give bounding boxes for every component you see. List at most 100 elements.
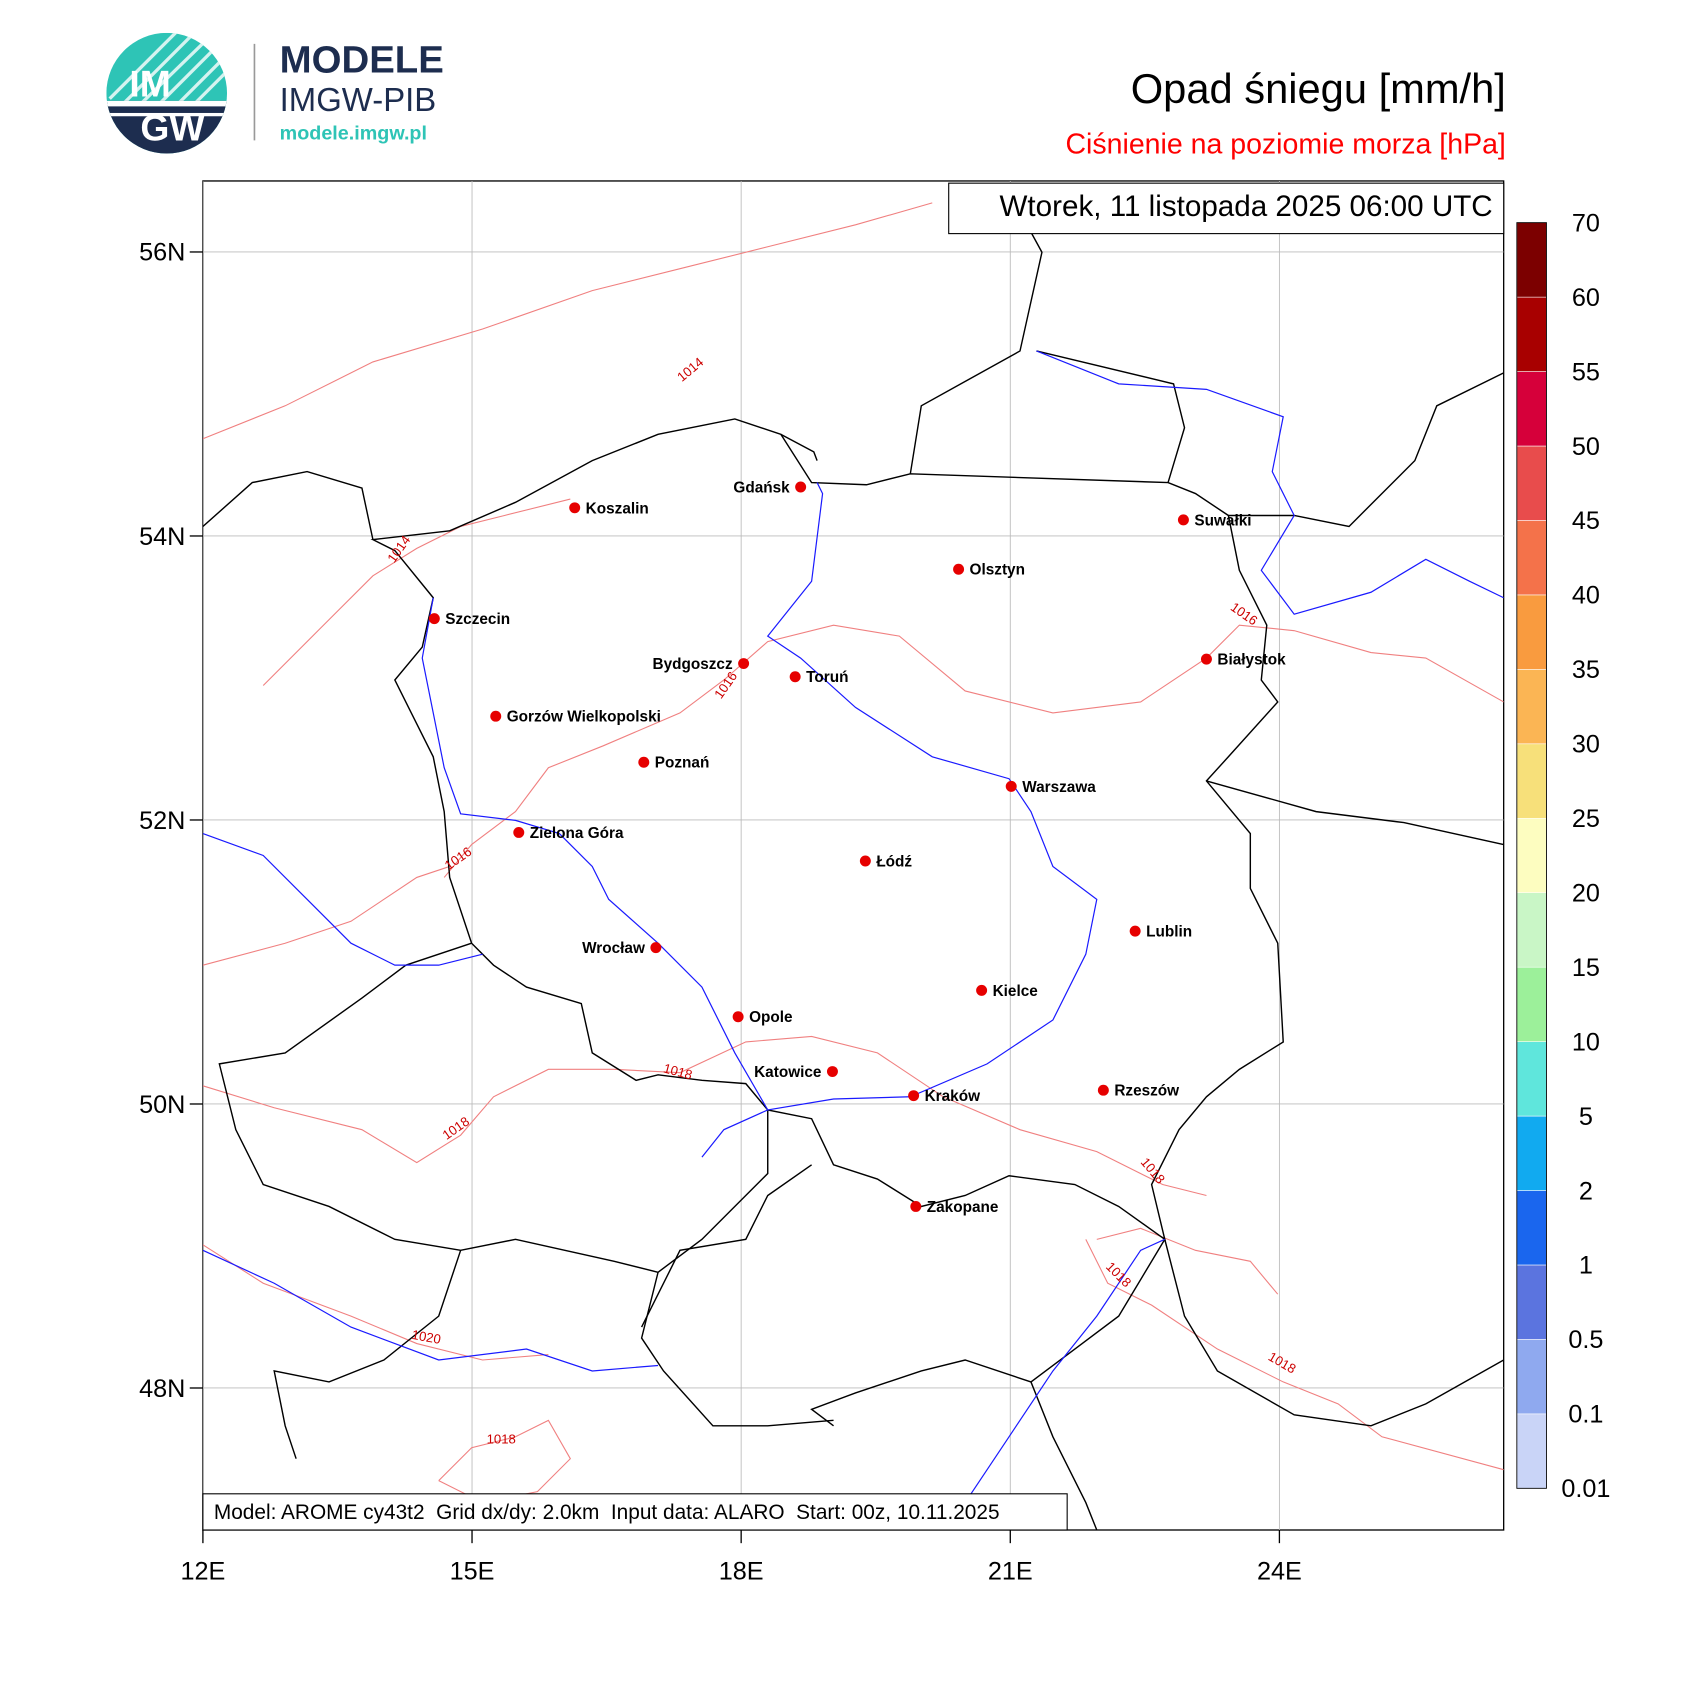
border [1206, 780, 1504, 846]
axes: 12E 15E 18E 21E 24E 48N 50N 52N 54N 56N [139, 239, 1302, 1586]
colorbar-label: 0.5 [1568, 1326, 1603, 1354]
city-label: Suwałki [1194, 512, 1251, 529]
colorbar-box [1516, 1264, 1547, 1340]
city-label: Lublin [1146, 924, 1192, 941]
colorbar-label: 55 [1572, 358, 1600, 386]
river [202, 1249, 659, 1372]
colorbar-box [1516, 1339, 1547, 1415]
border [1036, 350, 1186, 483]
colorbar-box [1516, 520, 1547, 596]
colorbar-box [1516, 669, 1547, 745]
colorbar-label: 1 [1579, 1252, 1593, 1280]
colorbar-box [1516, 817, 1547, 893]
city-label: Szczecin [445, 611, 510, 628]
city-dot [1129, 925, 1141, 937]
model-info: Model: AROME cy43t2 Grid dx/dy: 2.0km In… [214, 1501, 1000, 1524]
colorbar-label: 40 [1572, 582, 1600, 610]
colorbar-label: 25 [1572, 805, 1600, 833]
title: Opad śniegu [mm/h] [1131, 65, 1506, 112]
colorbar-box [1516, 371, 1547, 447]
city-label: Rzeszów [1114, 1083, 1179, 1100]
y-tick-label: 54N [139, 523, 185, 551]
isobar [202, 865, 450, 966]
colorbar-frame [1516, 222, 1547, 1489]
basemap [202, 191, 1504, 1530]
border [640, 1109, 834, 1427]
border [810, 1238, 1166, 1427]
city-dot [1200, 653, 1212, 665]
x-tick-label: 15E [450, 1557, 495, 1585]
isobar-label: 1020 [411, 1327, 442, 1347]
city-dot [650, 942, 662, 954]
colorbar-label: 0.1 [1568, 1401, 1603, 1429]
colorbar-label: 20 [1572, 879, 1600, 907]
isobar-label: 1018 [662, 1061, 694, 1083]
city-dot [910, 1200, 922, 1212]
logo-text: GW [140, 106, 205, 148]
y-tick-label: 48N [139, 1375, 185, 1403]
isobar [262, 498, 571, 686]
map-frame [202, 180, 1505, 1531]
city-dot [738, 658, 750, 670]
city-label: Toruń [806, 669, 848, 686]
city-label: Opole [749, 1009, 793, 1026]
org: IMGW-PIB [280, 81, 437, 118]
colorbar-label: 70 [1572, 209, 1600, 237]
border [273, 1250, 462, 1459]
city-dot [826, 1066, 838, 1078]
city-dot [953, 563, 965, 575]
city-label: Białystok [1217, 652, 1286, 669]
city-label: Warszawa [1022, 779, 1096, 796]
city-dot [490, 710, 502, 722]
city-dot [908, 1090, 920, 1102]
border [218, 942, 659, 1273]
colorbar-label: 15 [1572, 954, 1600, 982]
city-dot [638, 756, 650, 768]
city-dot [732, 1011, 744, 1023]
colorbar-label: 60 [1572, 284, 1600, 312]
city-label: Olsztyn [970, 562, 1025, 579]
city-label: Bydgoszcz [652, 656, 732, 673]
colorbar-box [1516, 892, 1547, 968]
city-label: Kraków [925, 1088, 980, 1105]
river [701, 482, 1098, 1158]
colorbar-label: 5 [1579, 1103, 1593, 1131]
y-tick-label: 50N [139, 1091, 185, 1119]
city-dot [1177, 514, 1189, 526]
border [1164, 1239, 1504, 1427]
city-label: Wrocław [582, 940, 645, 957]
y-tick-label: 52N [139, 807, 185, 835]
city-label: Kielce [993, 983, 1039, 1000]
date-box [948, 182, 1505, 235]
colorbar-box [1516, 743, 1547, 819]
city-label: Łódź [876, 853, 912, 870]
isobar [202, 1035, 1207, 1197]
river [421, 597, 769, 1111]
colorbar-box [1516, 1413, 1547, 1489]
city-dot [569, 502, 581, 514]
isobar [202, 1244, 549, 1361]
border [1030, 1381, 1098, 1530]
isobar [443, 624, 1504, 878]
colorbar-box [1516, 1190, 1547, 1266]
city-dot [789, 671, 801, 683]
colorbar-label: 2 [1579, 1177, 1593, 1205]
subtitle: Ciśnienie na poziomie morza [hPa] [1065, 129, 1505, 161]
x-tick-label: 18E [719, 1557, 764, 1585]
colorbar-label: 10 [1572, 1028, 1600, 1056]
x-tick-label: 12E [180, 1557, 225, 1585]
colorbar-label: 0.01 [1561, 1475, 1610, 1503]
colorbar-box [1516, 1115, 1547, 1191]
logo-text: IM [129, 63, 170, 105]
city-dot [859, 855, 871, 867]
colorbar-label: 30 [1572, 731, 1600, 759]
isobar [202, 202, 933, 440]
model-box [202, 1493, 1068, 1531]
city-dot [428, 613, 440, 625]
city-label: Zakopane [927, 1199, 999, 1216]
colorbar-label: 45 [1572, 507, 1600, 535]
city-dot [976, 984, 988, 996]
